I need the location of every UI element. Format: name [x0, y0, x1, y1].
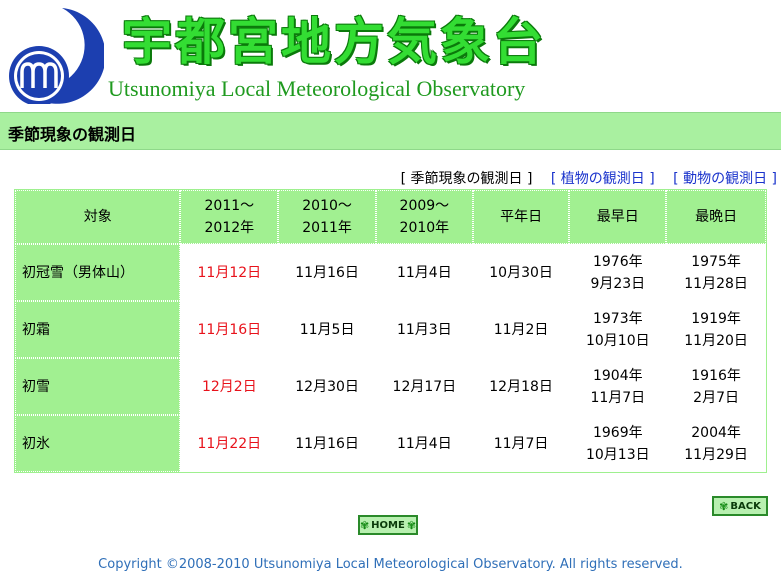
cell-earliest: 1973年 10月10日 [569, 301, 667, 358]
table-row: 初霜 11月16日 11月5日 11月3日 11月2日 1973年 10月10日 … [15, 301, 766, 358]
cell-2011: 12月2日 [180, 358, 279, 415]
header-latest: 最晩日 [666, 190, 766, 244]
cell-latest: 1975年 11月28日 [666, 244, 766, 301]
row-label: 初氷 [15, 415, 181, 472]
cell-2009: 11月4日 [375, 244, 473, 301]
back-button-label: BACK [730, 500, 761, 512]
cell-latest: 1916年 2月7日 [666, 358, 766, 415]
observation-table: 対象 2011～ 2012年 2010～ 2011年 2009～ 2010年 平年日 … [14, 189, 767, 473]
row-label: 初雪 [15, 358, 181, 415]
cell-normal: 11月7日 [472, 415, 570, 472]
section-bar: 季節現象の観測日 [0, 112, 781, 150]
table-header-row: 対象 2011～ 2012年 2010～ 2011年 2009～ 2010年 平年日 … [15, 190, 766, 244]
table-row: 初雪 12月2日 12月30日 12月17日 12月18日 1904年 11月7日… [15, 358, 766, 415]
cell-earliest: 1969年 10月13日 [569, 415, 667, 472]
cell-earliest: 1976年 9月23日 [569, 244, 667, 301]
maple-leaf-icon: ✾ [359, 518, 370, 532]
header-2009-2010: 2009～ 2010年 [375, 190, 473, 244]
cell-2010: 11月16日 [278, 244, 376, 301]
header-normal: 平年日 [472, 190, 570, 244]
header-target: 対象 [15, 190, 181, 244]
footer-copyright: Copyright ©2008-2010 Utsunomiya Local Me… [98, 557, 683, 572]
home-button[interactable]: ✾ HOME ✾ [358, 515, 418, 535]
cell-2011: 11月12日 [180, 244, 279, 301]
table-row: 初冠雪（男体山） 11月12日 11月16日 11月4日 10月30日 1976… [15, 244, 766, 301]
site-title-en: Utsunomiya Local Meteorological Observat… [108, 76, 526, 101]
header-2011-2012: 2011～ 2012年 [180, 190, 279, 244]
maple-leaf-icon: ✾ [406, 518, 417, 532]
cell-latest: 2004年 11月29日 [666, 415, 766, 472]
cell-2010: 11月16日 [278, 415, 376, 472]
cell-earliest: 1904年 11月7日 [569, 358, 667, 415]
site-title-jp: 宇都宮地方気象台 [122, 13, 546, 71]
page-title: 季節現象の観測日 [8, 125, 137, 144]
site-header: 宇都宮地方気象台 Utsunomiya Local Meteorological… [0, 0, 781, 110]
header-earliest: 最早日 [569, 190, 667, 244]
cell-2009: 12月17日 [375, 358, 473, 415]
cell-normal: 10月30日 [472, 244, 570, 301]
cell-latest: 1919年 11月20日 [666, 301, 766, 358]
cell-normal: 11月2日 [472, 301, 570, 358]
cell-2011: 11月16日 [180, 301, 279, 358]
nav-seasonal-phenomena: [ 季節現象の観測日 ] [400, 171, 533, 187]
observation-nav: [ 季節現象の観測日 ] [ 植物の観測日 ] [ 動物の観測日 ] [387, 168, 777, 188]
cell-2010: 11月5日 [278, 301, 376, 358]
cell-2011: 11月22日 [180, 415, 279, 472]
header-2010-2011: 2010～ 2011年 [278, 190, 376, 244]
cell-normal: 12月18日 [472, 358, 570, 415]
maple-leaf-icon: ✾ [719, 499, 729, 513]
cell-2009: 11月3日 [375, 301, 473, 358]
row-label: 初冠雪（男体山） [15, 244, 181, 301]
cell-2010: 12月30日 [278, 358, 376, 415]
cell-2009: 11月4日 [375, 415, 473, 472]
observatory-logo[interactable] [2, 6, 104, 104]
back-button[interactable]: ✾ BACK [712, 496, 768, 516]
table-row: 初氷 11月22日 11月16日 11月4日 11月7日 1969年 10月13日… [15, 415, 766, 472]
nav-plant-observations-link[interactable]: [ 植物の観測日 ] [550, 171, 655, 187]
home-button-label: HOME [371, 519, 405, 531]
nav-animal-observations-link[interactable]: [ 動物の観測日 ] [673, 171, 777, 187]
row-label: 初霜 [15, 301, 181, 358]
